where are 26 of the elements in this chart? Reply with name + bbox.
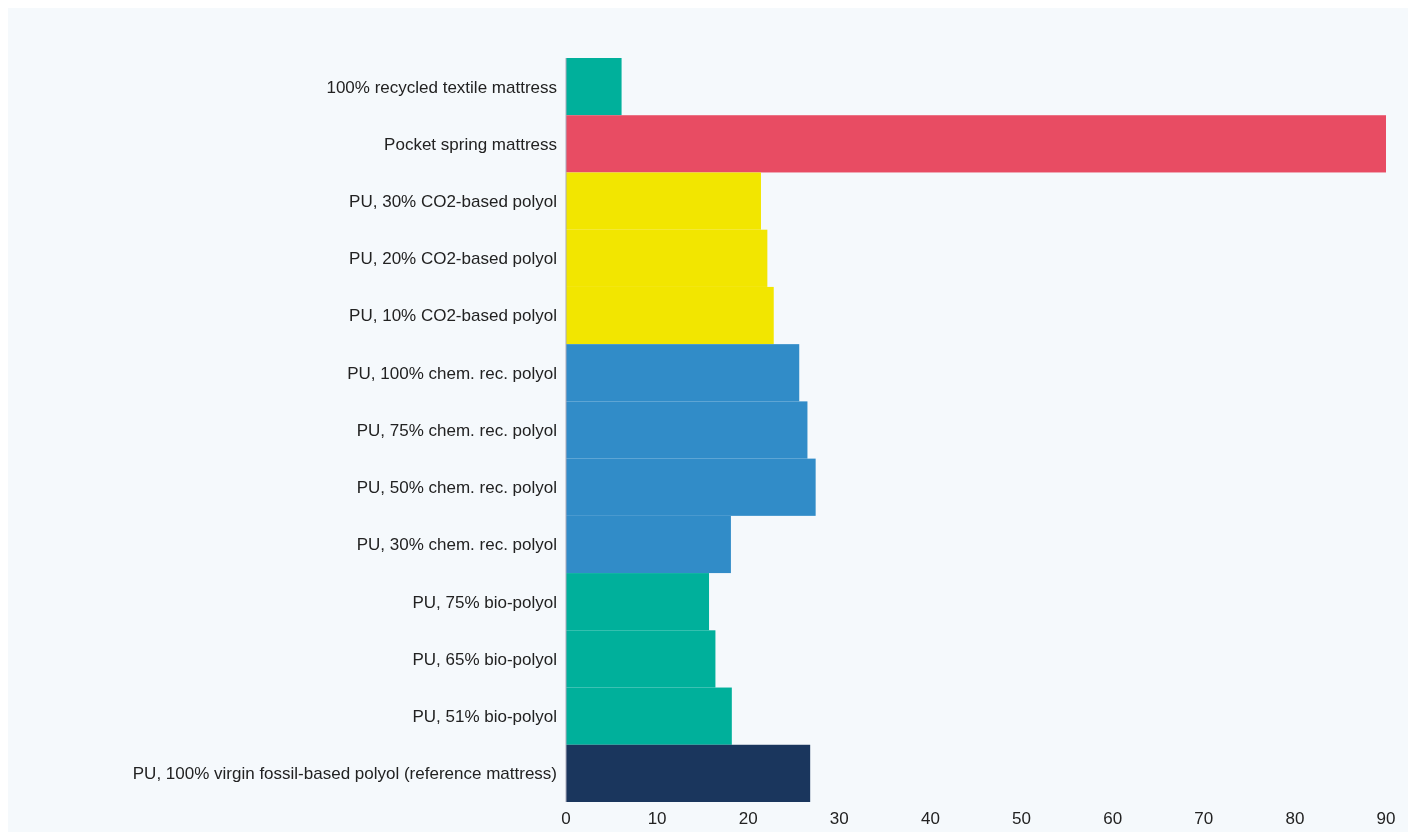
bar bbox=[566, 58, 622, 116]
y-tick-label: PU, 51% bio-polyol bbox=[412, 707, 557, 727]
x-tick-label: 0 bbox=[561, 809, 571, 828]
y-tick-label: PU, 20% CO2-based polyol bbox=[349, 249, 557, 269]
x-tick-label: 40 bbox=[920, 809, 940, 828]
y-tick-label: PU, 50% chem. rec. polyol bbox=[356, 478, 557, 498]
y-tick-label: PU, 75% bio-polyol bbox=[412, 592, 557, 612]
y-tick-label: Pocket spring mattress bbox=[384, 134, 557, 154]
y-tick-label: PU, 75% chem. rec. polyol bbox=[356, 420, 557, 440]
x-tick-label: 50 bbox=[1012, 809, 1032, 828]
x-tick-label: 20 bbox=[738, 809, 758, 828]
x-tick-label: 60 bbox=[1103, 809, 1123, 828]
y-tick-label: PU, 100% virgin fossil-based polyol (reference mattress) bbox=[132, 764, 557, 784]
x-tick-label: 10 bbox=[647, 809, 667, 828]
y-tick-label: PU, 30% chem. rec. polyol bbox=[356, 535, 557, 555]
bar bbox=[566, 115, 1386, 173]
bar bbox=[566, 744, 811, 802]
x-tick-label: 80 bbox=[1285, 809, 1305, 828]
y-tick-label: 100% recycled textile mattress bbox=[326, 77, 557, 97]
y-tick-label: PU, 100% chem. rec. polyol bbox=[347, 363, 557, 383]
y-tick-label: PU, 65% bio-polyol bbox=[412, 649, 557, 669]
x-tick-label: 70 bbox=[1194, 809, 1214, 828]
x-tick-label: 30 bbox=[829, 809, 849, 828]
y-tick-label: PU, 10% CO2-based polyol bbox=[349, 306, 557, 326]
y-tick-label: PU, 30% CO2-based polyol bbox=[349, 192, 557, 212]
x-tick-label: 90 bbox=[1376, 809, 1396, 828]
